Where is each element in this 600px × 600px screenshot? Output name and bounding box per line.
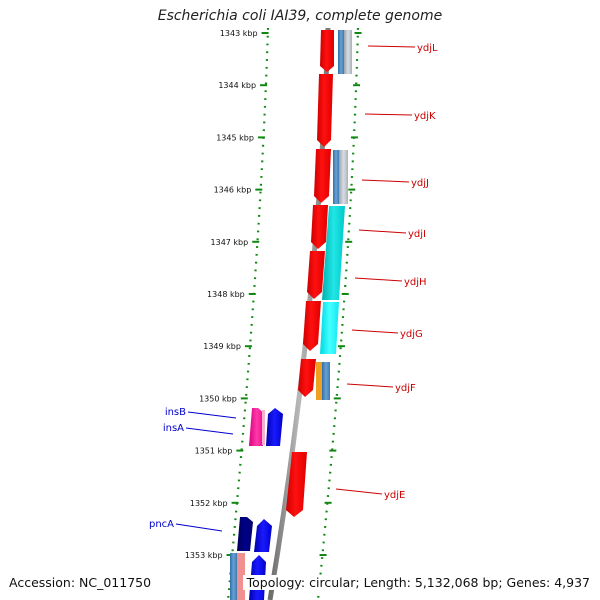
block-grey-2 (339, 150, 348, 204)
block-grey-1 (344, 30, 352, 74)
label-ydjF: ydjF (395, 383, 416, 394)
gene-ydjI (311, 205, 328, 249)
label-ydjJ: ydjJ (411, 178, 429, 189)
label-ydjG: ydjG (400, 329, 423, 340)
kbp-label: 1347 kbp (211, 238, 249, 247)
block-orange (316, 362, 322, 400)
genome-title: Escherichia coli IAI39, complete genome (157, 8, 443, 24)
accession-label: Accession: NC_011750 (9, 575, 152, 590)
inner-ruler (226, 27, 270, 600)
gene-insB (249, 408, 265, 446)
kbp-label: 1349 kbp (203, 342, 241, 351)
kbp-label: 1350 kbp (199, 394, 237, 403)
block-steel-2 (333, 150, 339, 204)
block-steel-3 (322, 362, 330, 400)
kbp-label: 1343 kbp (220, 29, 258, 38)
kbp-label: 1345 kbp (216, 133, 254, 142)
kbp-label: 1353 kbp (185, 551, 223, 560)
kbp-label: 1348 kbp (207, 290, 245, 299)
label-ydjK: ydjK (414, 111, 436, 122)
kbp-label: 1351 kbp (195, 447, 233, 456)
gene-ydjF (298, 359, 316, 397)
label-ydjH: ydjH (404, 277, 427, 288)
gene-pncA (254, 519, 272, 552)
label-insB: insB (165, 407, 186, 418)
gene-features (230, 30, 352, 600)
block-lowleft-steel (230, 553, 237, 600)
gene-callouts (175, 45, 416, 532)
block-cyan-1 (322, 206, 345, 300)
label-ydjL: ydjL (417, 43, 438, 54)
block-pink-edge (262, 410, 265, 445)
gene-labels: ydjL ydjK ydjJ ydjI ydjH ydjG ydjF ydjE … (149, 43, 438, 530)
block-steel-1 (338, 30, 344, 74)
kbp-label: 1346 kbp (214, 186, 252, 195)
block-cyan-2 (320, 302, 339, 354)
gene-ydjL (320, 30, 334, 72)
gene-ydjH (307, 251, 325, 299)
kbp-label: 1344 kbp (218, 81, 256, 90)
gene-ydjE (286, 452, 307, 517)
kbp-label: 1352 kbp (190, 499, 228, 508)
label-insA: insA (163, 423, 184, 434)
label-ydjI: ydjI (408, 229, 426, 240)
block-lowleft-salmon (237, 553, 245, 600)
label-pncA: pncA (149, 519, 174, 530)
gene-ydjJ (314, 149, 331, 203)
gene-insA (266, 408, 283, 446)
kbp-scale: 1343 kbp 1344 kbp 1345 kbp 1346 kbp 1347 kbp… (185, 29, 362, 560)
label-ydjE: ydjE (384, 490, 405, 501)
gene-ydjG (303, 301, 321, 351)
genome-stats: Topology: circular; Length: 5,132,068 bp… (242, 575, 590, 590)
gene-ydjK (317, 74, 333, 147)
gene-pncA-navy (237, 517, 253, 551)
